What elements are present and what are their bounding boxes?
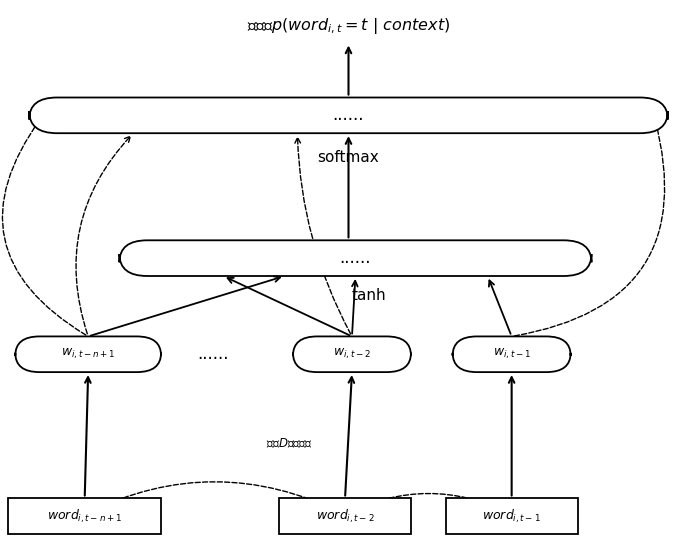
FancyBboxPatch shape: [29, 98, 668, 133]
Text: $w_{i,t-1}$: $w_{i,t-1}$: [493, 347, 530, 362]
Text: $word_{i,t-1}$: $word_{i,t-1}$: [482, 508, 541, 525]
FancyBboxPatch shape: [15, 336, 161, 372]
Text: 输出：$p(word_{i,t}=t\ |\ context)$: 输出：$p(word_{i,t}=t\ |\ context)$: [247, 16, 450, 36]
Bar: [445, 498, 578, 534]
FancyBboxPatch shape: [293, 336, 411, 372]
Text: ......: ......: [332, 107, 365, 124]
Text: ......: ......: [339, 249, 372, 267]
Text: softmax: softmax: [318, 150, 379, 166]
Text: 矩阵$D$共享参数: 矩阵$D$共享参数: [266, 437, 313, 450]
Text: $w_{i,t-n+1}$: $w_{i,t-n+1}$: [61, 347, 115, 362]
FancyBboxPatch shape: [119, 240, 592, 276]
Text: tanh: tanh: [352, 288, 387, 302]
Bar: [8, 498, 161, 534]
Text: $word_{i,t-2}$: $word_{i,t-2}$: [316, 508, 374, 525]
Bar: [279, 498, 411, 534]
Text: $w_{i,t-2}$: $w_{i,t-2}$: [333, 347, 371, 362]
Text: ......: ......: [197, 345, 229, 363]
Text: $word_{i,t-n+1}$: $word_{i,t-n+1}$: [47, 508, 122, 525]
FancyBboxPatch shape: [452, 336, 571, 372]
